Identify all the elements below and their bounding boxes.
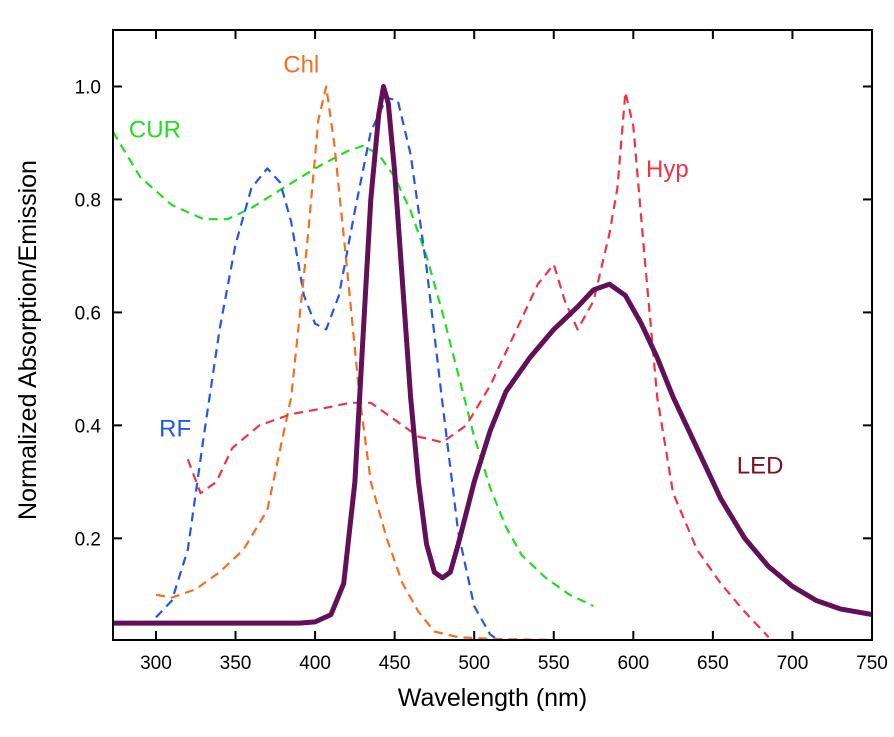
- x-tick-label: 700: [777, 653, 809, 674]
- series-layer: [113, 84, 872, 640]
- x-tick-label: 500: [458, 653, 490, 674]
- series-line-chl: [155, 85, 554, 640]
- y-tick-label: 0.8: [75, 190, 101, 211]
- x-tick-label: 600: [617, 653, 649, 674]
- series-label-led: LED: [737, 452, 784, 479]
- series-label-cur: CUR: [129, 116, 181, 143]
- tick-layer: 300 350 400 450 500 550 600 650 700 750 0.2 0.4 0.6 0…: [75, 30, 888, 674]
- plot-frame: [112, 29, 873, 641]
- series-line-hyp: [186, 91, 770, 638]
- series-label-layer: CUR RF Chl Hyp LED: [129, 51, 784, 479]
- y-tick-label: 0.2: [75, 529, 101, 550]
- series-line-rf: [155, 96, 499, 640]
- series-label-rf: RF: [159, 416, 191, 443]
- series-line-led: [113, 84, 872, 626]
- y-tick-label: 0.4: [75, 416, 102, 437]
- x-tick-label: 300: [140, 653, 172, 674]
- series-label-hyp: Hyp: [646, 156, 689, 183]
- y-tick-label: 1.0: [75, 77, 101, 98]
- x-tick-label: 400: [299, 653, 331, 674]
- y-axis-title: Normalized Absorption/Emission: [14, 160, 42, 520]
- x-axis-title: Wavelength (nm): [398, 684, 587, 712]
- x-tick-label: 650: [697, 653, 729, 674]
- x-tick-label: 450: [379, 653, 411, 674]
- x-tick-label: 350: [220, 653, 252, 674]
- x-tick-label: 550: [538, 653, 570, 674]
- x-tick-label: 750: [856, 653, 888, 674]
- y-tick-label: 0.6: [75, 303, 101, 324]
- series-label-chl: Chl: [283, 51, 319, 78]
